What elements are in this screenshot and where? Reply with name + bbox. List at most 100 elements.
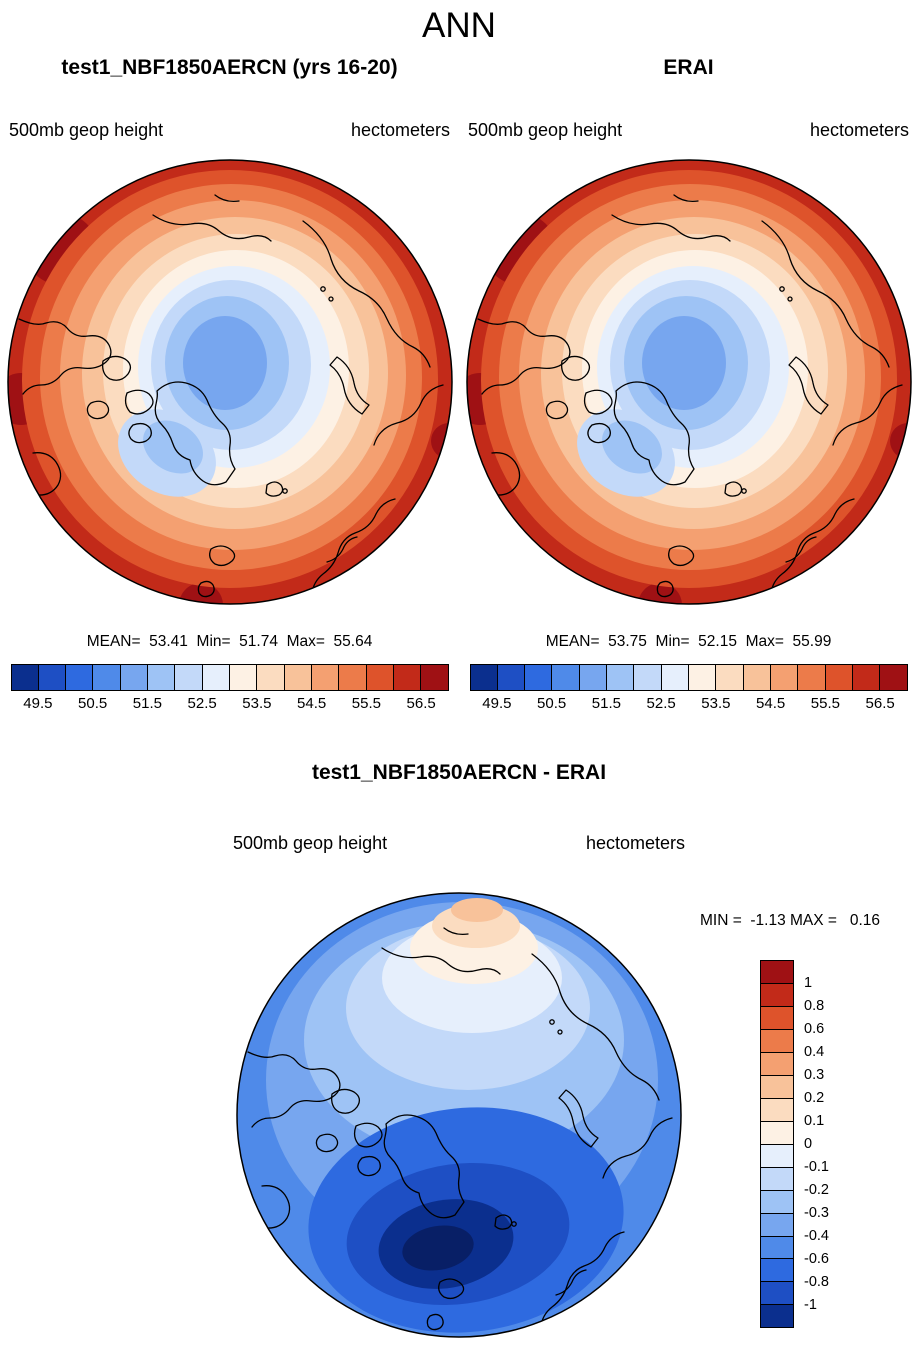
colorbar-tick-label: -0.8 xyxy=(804,1274,829,1291)
colorbar-tick-label: 0 xyxy=(804,1136,813,1153)
panel-model-map xyxy=(5,157,455,607)
panel-obs-field-label: 500mb geop height xyxy=(468,120,623,141)
panel-diff-field-label: 500mb geop height xyxy=(233,833,388,854)
colorbar-cell xyxy=(852,665,881,691)
colorbar-tick-label: -0.4 xyxy=(804,1228,829,1245)
polar-map-obs xyxy=(464,157,914,607)
colorbar-cell xyxy=(230,665,258,691)
colorbar-tick-label: 53.5 xyxy=(242,695,272,713)
colorbar-tick-label: -0.1 xyxy=(804,1159,829,1176)
panel-diff-label-row: 500mb geop height hectometers xyxy=(233,833,685,854)
colorbar-tick-label: 0.6 xyxy=(804,1021,825,1038)
colorbar-tick-label: 49.5 xyxy=(482,695,512,713)
colorbar-tick-label: 0.4 xyxy=(804,1044,825,1061)
colorbar-tick-label: 50.5 xyxy=(78,695,108,713)
figure-season-title: ANN xyxy=(422,6,496,45)
colorbar-cell xyxy=(761,1167,793,1191)
colorbar-cell xyxy=(770,665,799,691)
colorbar-tick-label: 0.2 xyxy=(804,1090,825,1107)
colorbar-cell xyxy=(339,665,367,691)
colorbar-tick-label: 56.5 xyxy=(406,695,436,713)
colorbar-cell xyxy=(148,665,176,691)
colorbar-cell xyxy=(761,1236,793,1260)
colorbar-tick-label: 0.3 xyxy=(804,1067,825,1084)
colorbar-tick-label: -1 xyxy=(804,1297,817,1314)
colorbar-cell xyxy=(798,665,826,691)
panel-obs-colorbar-ticks: 49.5 50.5 51.5 52.5 53.5 54.5 55.5 56.5 xyxy=(470,695,908,717)
colorbar-cell xyxy=(93,665,121,691)
colorbar-cell xyxy=(552,665,580,691)
colorbar-cell xyxy=(120,665,149,691)
colorbar-cell xyxy=(761,1098,793,1122)
panel-obs-units-label: hectometers xyxy=(809,120,909,141)
panel-model-colorbar xyxy=(10,664,449,692)
panel-obs-title: ERAI xyxy=(663,56,714,80)
colorbar-cell xyxy=(743,665,771,691)
polar-map-model xyxy=(5,157,455,607)
colorbar-cell xyxy=(761,1144,793,1168)
colorbar-cell xyxy=(761,1259,793,1283)
colorbar-tick-label: 50.5 xyxy=(537,695,567,713)
colorbar-tick-label: -0.2 xyxy=(804,1182,829,1199)
contour-bands-and-coastlines xyxy=(237,893,681,1340)
panel-model-units-label: hectometers xyxy=(350,120,450,141)
colorbar-cell xyxy=(761,1121,793,1145)
colorbar-cell xyxy=(661,665,689,691)
panel-model-stats: MEAN= 53.41 Min= 51.74 Max= 55.64 xyxy=(86,633,373,651)
colorbar-cell xyxy=(11,665,39,691)
colorbar-cell xyxy=(421,665,448,691)
contour-bands-and-coastlines xyxy=(5,160,455,607)
panel-obs-map xyxy=(464,157,914,607)
colorbar-cell xyxy=(761,1282,793,1306)
panel-obs-stats: MEAN= 53.75 Min= 52.15 Max= 55.99 xyxy=(545,633,832,651)
panel-obs-label-row: 500mb geop height hectometers xyxy=(459,120,918,141)
colorbar-cell xyxy=(66,665,94,691)
colorbar-tick-label: 1 xyxy=(804,975,813,992)
colorbar-tick-label: 55.5 xyxy=(351,695,381,713)
colorbar-tick-label: -0.6 xyxy=(804,1251,829,1268)
colorbar-cell xyxy=(470,665,498,691)
panel-diff-title: test1_NBF1850AERCN - ERAI xyxy=(311,761,607,785)
colorbar-cell xyxy=(257,665,285,691)
panel-obs-colorbar xyxy=(469,664,908,692)
panel-diff-colorbar xyxy=(760,960,794,1329)
contour-bands-and-coastlines xyxy=(464,160,914,607)
colorbar-tick-label: 51.5 xyxy=(132,695,162,713)
colorbar-cell xyxy=(761,984,793,1008)
colorbar-cell xyxy=(761,1305,793,1328)
colorbar-tick-label: 49.5 xyxy=(23,695,53,713)
colorbar-cell xyxy=(634,665,662,691)
panel-diff-minmax: MIN = -1.13 MAX = 0.16 xyxy=(700,912,881,930)
colorbar-tick-label: 54.5 xyxy=(756,695,786,713)
panel-diff: MIN = -1.13 MAX = 0.16 1 0.8 0.6 0.4 0.3 0.2 0… xyxy=(0,890,918,1351)
polar-map-diff xyxy=(234,890,684,1340)
colorbar-tick-label: 0.1 xyxy=(804,1113,825,1130)
panel-model-label-row: 500mb geop height hectometers xyxy=(0,120,459,141)
colorbar-tick-label: 52.5 xyxy=(187,695,217,713)
colorbar-cell xyxy=(716,665,744,691)
colorbar-cell xyxy=(607,665,635,691)
colorbar-tick-label: 52.5 xyxy=(646,695,676,713)
panel-diff-legend-area: MIN = -1.13 MAX = 0.16 1 0.8 0.6 0.4 0.3 0.2 0… xyxy=(700,912,912,1329)
colorbar-cell xyxy=(38,665,67,691)
colorbar-tick-label: 0.8 xyxy=(804,998,825,1015)
panel-obs: ERAI 500mb geop height hectometers MEAN=… xyxy=(459,46,918,717)
colorbar-tick-label: 53.5 xyxy=(701,695,731,713)
panel-model-field-label: 500mb geop height xyxy=(9,120,164,141)
colorbar-cell xyxy=(284,665,312,691)
colorbar-cell xyxy=(393,665,422,691)
colorbar-cell xyxy=(761,1053,793,1076)
colorbar-cell xyxy=(880,665,907,691)
panel-model: test1_NBF1850AERCN (yrs 16-20) 500mb geo… xyxy=(0,46,459,717)
colorbar-cell xyxy=(497,665,526,691)
colorbar-cell xyxy=(202,665,230,691)
colorbar-cell xyxy=(175,665,203,691)
colorbar-tick-label: 54.5 xyxy=(297,695,327,713)
colorbar-cell xyxy=(579,665,608,691)
colorbar-tick-label: 56.5 xyxy=(865,695,895,713)
panel-diff-colorbar-ticks: 1 0.8 0.6 0.4 0.3 0.2 0.1 0 -0.1 -0.2 -0.3 -0.4 -0.6… xyxy=(794,960,854,1328)
panel-model-colorbar-ticks: 49.5 50.5 51.5 52.5 53.5 54.5 55.5 56.5 xyxy=(11,695,449,717)
colorbar-tick-label: -0.3 xyxy=(804,1205,829,1222)
panel-diff-units-label: hectometers xyxy=(585,833,685,854)
